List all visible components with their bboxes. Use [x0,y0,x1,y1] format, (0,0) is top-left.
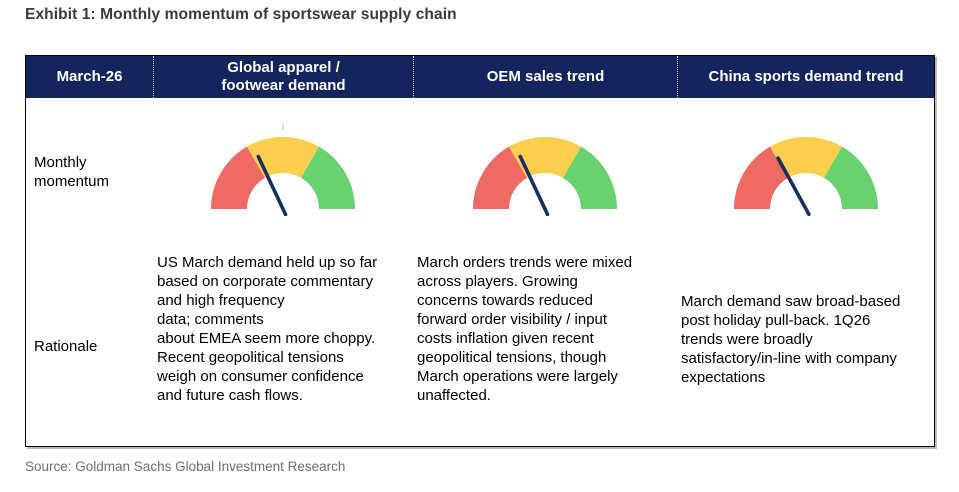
rationale-global-apparel: US March demand held up so far based on … [153,246,413,446]
header-period: March-26 [26,56,153,98]
gauge-cell-oem-sales [413,98,677,246]
momentum-table: March-26 Global apparel / footwear deman… [25,55,935,447]
rationale-china-sports: March demand saw broad-based post holida… [677,246,934,446]
gauge-china-sports-demand-trend [733,136,878,216]
row-label-monthly-momentum: Monthly momentum [26,98,153,246]
header-china-sports-demand-trend: China sports demand trend [677,56,934,98]
exhibit-title: Exhibit 1: Monthly momentum of sportswea… [25,6,457,23]
gauge-cell-global-apparel [153,98,413,246]
source-attribution: Source: Goldman Sachs Global Investment … [25,459,346,474]
gauge-cell-china-sports [677,98,934,246]
row-label-rationale: Rationale [26,246,153,446]
gauge-global-apparel-footwear-demand [211,123,355,216]
rationale-oem-sales: March orders trends were mixed across pl… [413,246,677,446]
header-oem-sales-trend: OEM sales trend [413,56,677,98]
gauge-oem-sales-trend [473,136,617,216]
header-global-apparel-footwear-demand: Global apparel / footwear demand [153,56,413,98]
